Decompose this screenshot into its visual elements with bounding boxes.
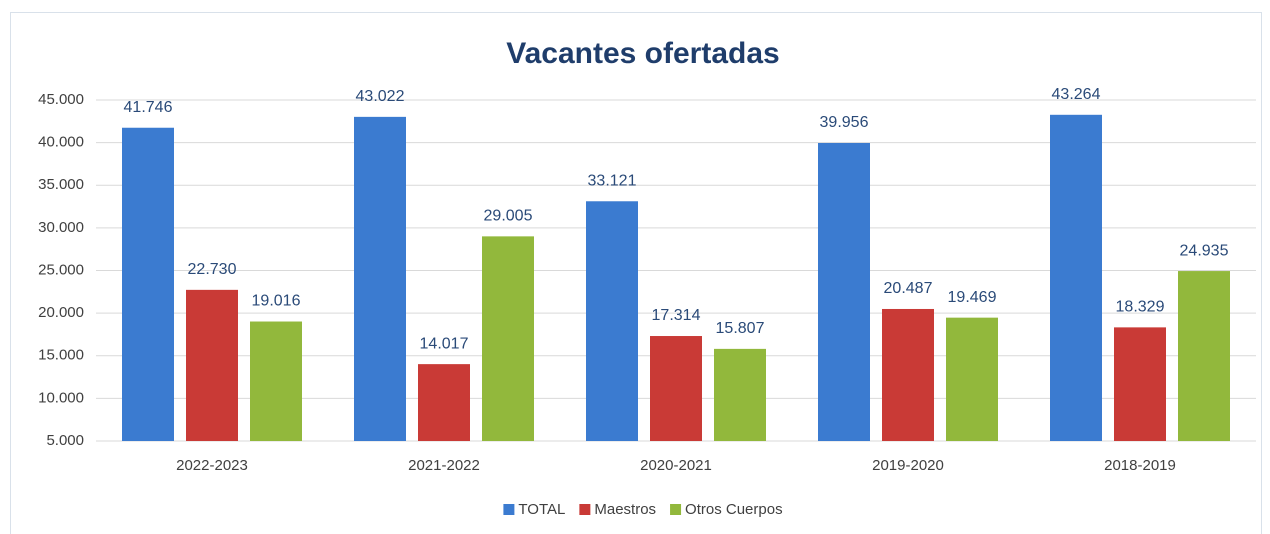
y-tick-label: 40.000 <box>38 134 84 151</box>
legend-label: TOTAL <box>518 501 565 518</box>
y-tick-label: 5.000 <box>46 432 84 449</box>
y-tick-label: 20.000 <box>38 304 84 321</box>
bar <box>1178 271 1230 441</box>
y-tick-label: 10.000 <box>38 389 84 406</box>
value-label: 19.016 <box>252 293 301 310</box>
value-label: 22.730 <box>188 261 237 278</box>
bar <box>1114 327 1166 441</box>
y-tick-label: 45.000 <box>38 91 84 108</box>
bar <box>186 289 238 441</box>
y-tick-label: 25.000 <box>38 261 84 278</box>
legend-label: Maestros <box>594 501 656 518</box>
value-label: 15.807 <box>716 320 765 337</box>
bar <box>586 201 638 441</box>
x-tick-label: 2019-2020 <box>872 457 944 474</box>
value-label: 29.005 <box>484 208 533 225</box>
value-label: 33.121 <box>588 172 637 189</box>
value-label: 14.017 <box>420 335 469 352</box>
bar <box>250 321 302 441</box>
value-label: 39.956 <box>820 114 869 131</box>
bar <box>882 308 934 441</box>
value-label: 19.469 <box>948 289 997 306</box>
x-tick-label: 2021-2022 <box>408 457 480 474</box>
bar <box>714 348 766 441</box>
y-tick-label: 30.000 <box>38 219 84 236</box>
bar <box>1050 114 1102 441</box>
value-label: 24.935 <box>1180 242 1229 259</box>
bar <box>818 143 870 441</box>
bar <box>650 336 702 441</box>
chart-title: Vacantes ofertadas <box>506 37 779 70</box>
value-label: 17.314 <box>652 307 701 324</box>
value-label: 18.329 <box>1116 299 1165 316</box>
value-label: 41.746 <box>124 99 173 116</box>
x-tick-label: 2020-2021 <box>640 457 712 474</box>
x-tick-label: 2018-2019 <box>1104 457 1176 474</box>
bar <box>122 127 174 441</box>
value-label: 43.264 <box>1052 86 1101 103</box>
bar <box>418 364 470 441</box>
bar <box>946 317 998 441</box>
value-label: 20.487 <box>884 280 933 297</box>
legend-swatch <box>670 504 682 515</box>
bar <box>482 236 534 441</box>
legend-swatch <box>579 504 591 515</box>
legend-swatch <box>503 504 515 515</box>
y-tick-label: 35.000 <box>38 176 84 193</box>
x-tick-label: 2022-2023 <box>176 457 248 474</box>
y-tick-label: 15.000 <box>38 347 84 364</box>
bar <box>354 116 406 441</box>
legend-label: Otros Cuerpos <box>685 501 783 518</box>
value-label: 43.022 <box>356 88 405 105</box>
